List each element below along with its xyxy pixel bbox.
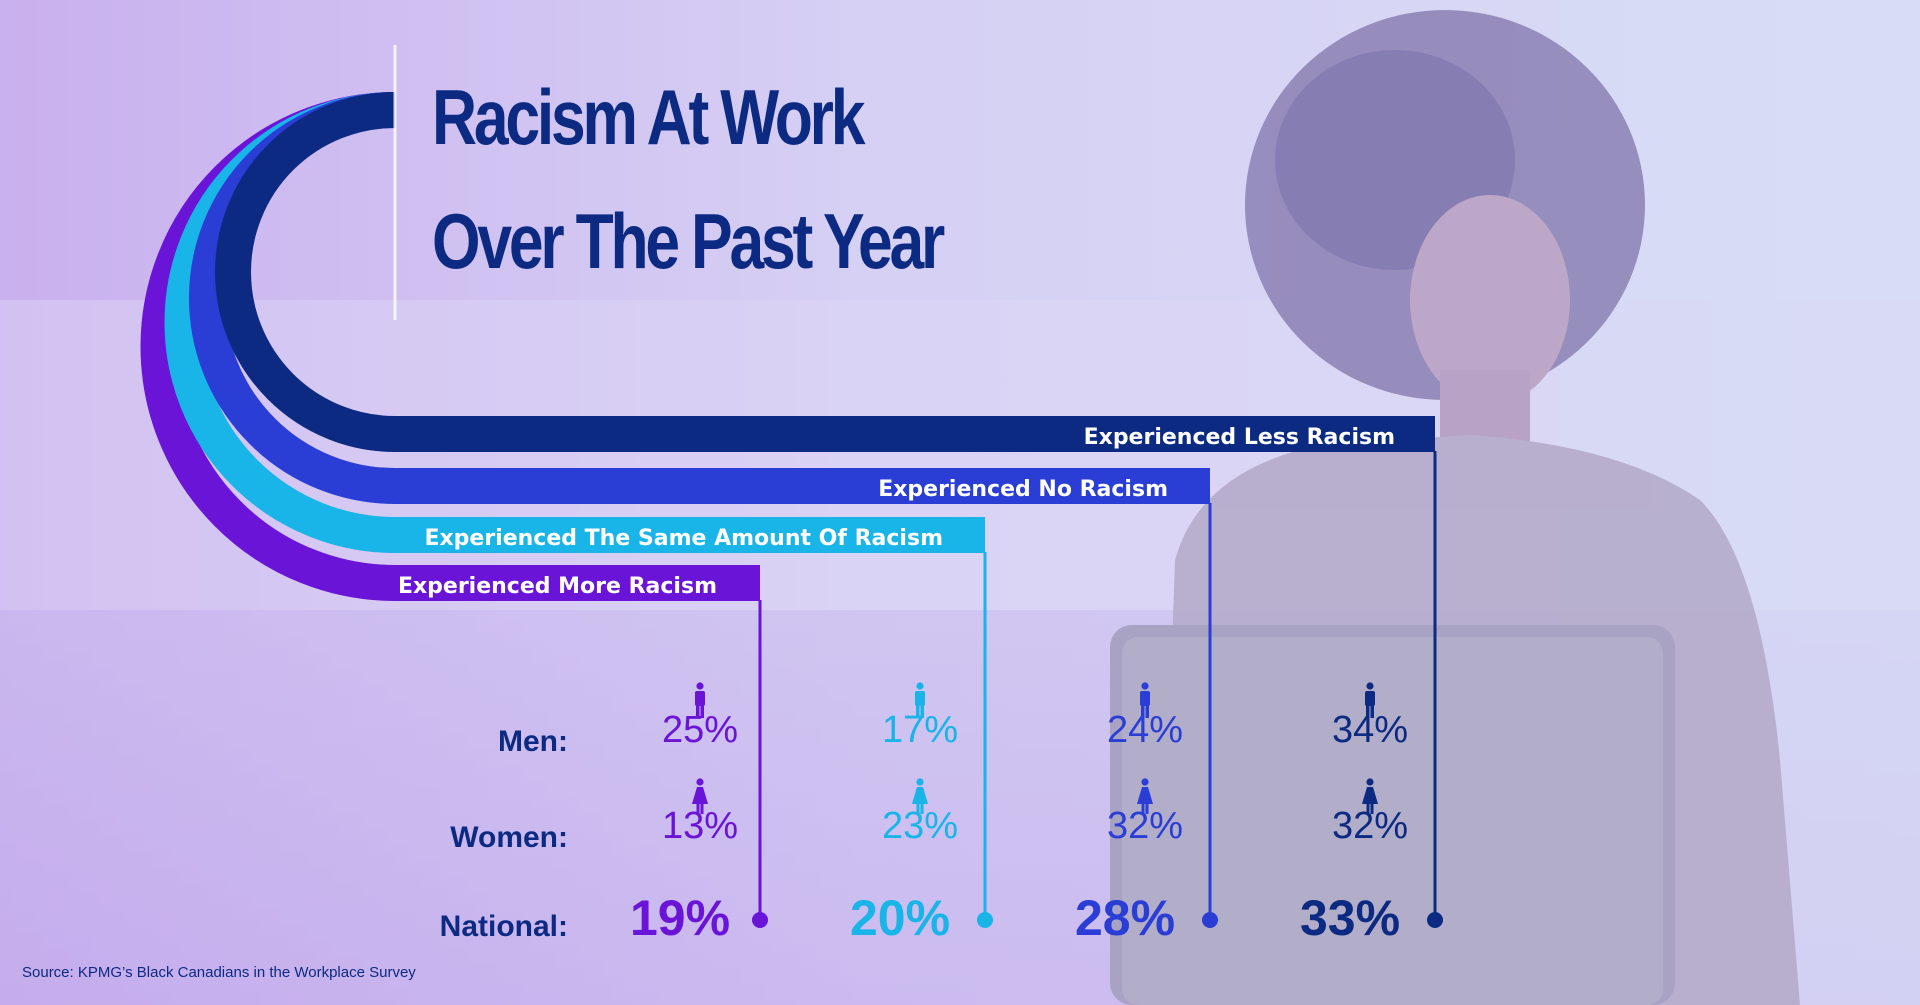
drop-dot-3 — [1202, 912, 1218, 928]
value-men-2: 17% — [882, 709, 958, 751]
man-icon — [1365, 682, 1375, 718]
value-women-1: 13% — [662, 805, 738, 847]
band-label-3: Experienced No Racism — [878, 477, 1168, 502]
value-women-3: 32% — [1107, 805, 1183, 847]
man-icon — [1140, 682, 1150, 718]
value-national-4: 33% — [1300, 890, 1400, 946]
band-label-2: Experienced The Same Amount Of Racism — [424, 526, 943, 551]
drop-dot-4 — [1427, 912, 1443, 928]
woman-icon — [692, 778, 708, 814]
chart-title-line-2: Over The Past Year — [432, 197, 945, 285]
value-national-1: 19% — [630, 890, 730, 946]
value-men-3: 24% — [1107, 709, 1183, 751]
band-4 — [215, 92, 1435, 452]
man-icon — [915, 682, 925, 718]
value-women-4: 32% — [1332, 805, 1408, 847]
value-national-2: 20% — [850, 890, 950, 946]
row-label-national: National: — [439, 910, 568, 943]
band-label-1: Experienced More Racism — [398, 574, 717, 599]
source-note: Source: KPMG’s Black Canadians in the Wo… — [22, 964, 416, 981]
woman-icon — [912, 778, 928, 814]
value-men-4: 34% — [1332, 709, 1408, 751]
row-label-women: Women: — [450, 821, 568, 854]
man-icon — [695, 682, 705, 718]
arc-bands: Experienced More Racism Experienced The S… — [140, 45, 1435, 601]
drop-dot-1 — [752, 912, 768, 928]
band-label-4: Experienced Less Racism — [1084, 425, 1395, 450]
row-label-men: Men: — [498, 725, 568, 758]
value-women-2: 23% — [882, 805, 958, 847]
value-national-3: 28% — [1075, 890, 1175, 946]
value-men-1: 25% — [662, 709, 738, 751]
woman-icon — [1137, 778, 1153, 814]
woman-icon — [1362, 778, 1378, 814]
drop-lines — [752, 451, 1443, 928]
chart-title-line-1: Racism At Work — [432, 73, 865, 161]
drop-dot-2 — [977, 912, 993, 928]
value-cells: 25% 17% 24% 34% 13% 23% 32% 32% 19% 20% 28% 33% — [630, 682, 1408, 946]
